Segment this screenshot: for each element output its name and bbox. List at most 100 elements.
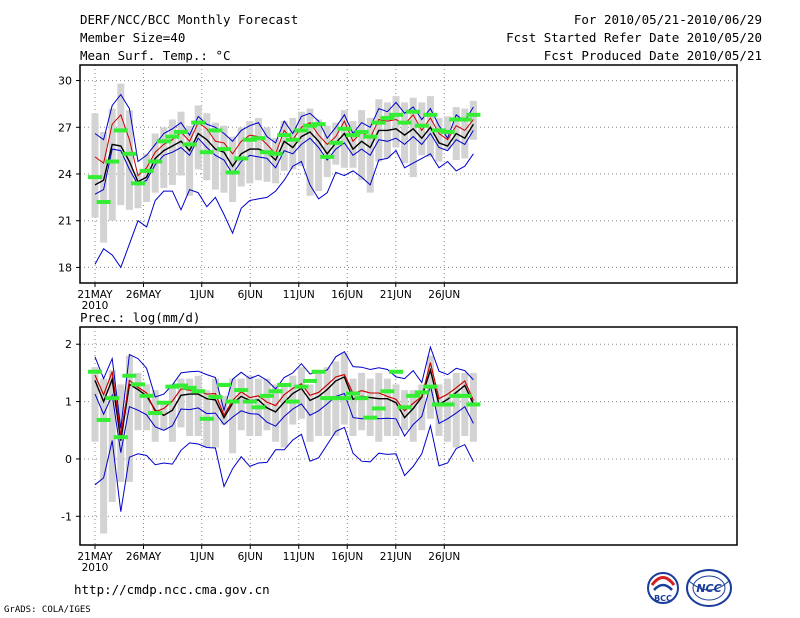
prec-forecast-marker (363, 415, 378, 420)
prec-xtick-label: 21JUN (380, 551, 412, 563)
prec-xtick-sublabel: 2010 (82, 562, 109, 574)
temp-forecast-marker (199, 150, 214, 155)
temp-range-bar (401, 102, 409, 164)
temp-xtick-label: 26JUN (428, 289, 460, 301)
prec-forecast-marker (406, 393, 421, 398)
prec-forecast-marker (88, 369, 102, 374)
temp-series-mean (94, 123, 474, 186)
prec-forecast-marker (131, 382, 145, 387)
temp-forecast-marker (191, 120, 206, 125)
prec-range-bar (143, 384, 151, 431)
temp-range-bar (186, 125, 194, 196)
temp-ytick-label: 18 (58, 261, 72, 274)
prec-forecast-marker (303, 378, 317, 383)
prec-xtick-label: 11JUN (283, 551, 315, 563)
temp-range-bar (315, 119, 323, 192)
forecast-produced-date: Fcst Produced Date 2010/05/21 (543, 48, 762, 63)
temp-range-bar (117, 83, 125, 206)
temp-range-bar (160, 127, 168, 189)
bcc-logo-text: BCC (654, 594, 672, 603)
prec-range-bar (306, 384, 314, 442)
prec-range-bar (323, 367, 331, 436)
temp-forecast-marker (423, 112, 438, 117)
temp-forecast-marker (113, 128, 128, 133)
prec-range-bar (392, 384, 400, 436)
temp-forecast-marker (260, 150, 274, 155)
temp-range-bar (229, 136, 237, 203)
temp-forecast-marker (148, 159, 163, 164)
temp-forecast-marker (285, 137, 300, 142)
prec-range-bar (297, 367, 305, 419)
prec-forecast-marker (260, 393, 274, 398)
temp-forecast-marker (371, 120, 386, 125)
prec-range-bar (358, 372, 366, 431)
prec-forecast-marker (105, 396, 120, 401)
temp-series-min (94, 149, 474, 269)
prec-range-bar (435, 384, 443, 436)
logos: BCC NCC (647, 569, 732, 607)
temp-forecast-marker (165, 134, 180, 139)
temp-forecast-marker (449, 117, 464, 122)
prec-range-bar (366, 378, 374, 436)
prec-range-bar (168, 384, 176, 442)
temp-range-bar (177, 111, 185, 176)
prec-forecast-marker (191, 389, 206, 394)
prec-forecast-marker (234, 388, 249, 393)
temp-forecast-marker (131, 181, 145, 186)
temp-forecast-marker (122, 151, 137, 156)
prec-range-bar (229, 378, 237, 454)
prec-range-bar (452, 372, 460, 448)
bcc-logo: BCC (647, 572, 679, 604)
prec-forecast-marker (156, 400, 171, 405)
prec-forecast-marker (414, 390, 429, 395)
prec-forecast-marker (251, 405, 266, 410)
temp-series-plus-spread (94, 113, 474, 177)
prec-forecast-marker (432, 402, 446, 407)
prec-forecast-marker (174, 383, 188, 388)
temp-forecast-marker (397, 120, 412, 125)
prec-xtick-label: 6JUN (238, 551, 263, 563)
member-size: Member Size=40 (80, 30, 186, 45)
prec-forecast-marker (165, 384, 180, 389)
prec-xtick-label: 26JUN (428, 551, 460, 563)
prec-range-bar (272, 384, 280, 442)
prec-range-bar (134, 372, 142, 431)
temp-range-bar (125, 110, 133, 210)
temp-forecast-marker (380, 115, 395, 120)
prec-series-min (94, 423, 474, 512)
temp-xtick-label: 6JUN (238, 289, 263, 301)
temp-ytick-label: 24 (58, 168, 72, 181)
prec-forecast-marker (354, 396, 369, 401)
prec-forecast-marker (182, 385, 197, 390)
temp-forecast-marker (440, 129, 455, 134)
temp-forecast-marker (363, 134, 378, 139)
temp-forecast-marker (96, 200, 111, 205)
temp-range-bar (358, 110, 366, 181)
temp-range-bar (461, 108, 469, 159)
temp-forecast-marker (466, 112, 481, 117)
prec-forecast-marker (328, 396, 343, 401)
prec-xtick-label: 21MAY (77, 551, 113, 563)
temp-forecast-marker (337, 126, 352, 131)
prec-ytick-label: -1 (61, 510, 72, 523)
prec-ytick-label: 1 (65, 396, 72, 409)
temp-forecast-marker (354, 129, 369, 134)
temp-range-bar (203, 113, 211, 181)
source-url[interactable]: http://cmdp.ncc.cma.gov.cn (74, 582, 270, 597)
temp-range-bar (392, 96, 400, 148)
prec-forecast-marker (268, 389, 283, 394)
prec-range-bar (469, 372, 477, 442)
prec-forecast-marker (311, 369, 326, 374)
prec-forecast-marker (371, 406, 386, 411)
temp-xtick-label: 21MAY (77, 289, 113, 301)
prec-range-bar (409, 390, 417, 442)
temp-forecast-marker (105, 159, 120, 164)
prec-forecast-marker (242, 399, 257, 404)
prec-range-bar (237, 378, 245, 431)
temp-range-bar (409, 97, 417, 178)
temp-ytick-label: 21 (58, 215, 72, 228)
prec-frame (79, 326, 738, 546)
prec-forecast-marker (449, 393, 464, 398)
temp-xtick-label: 1JUN (189, 289, 214, 301)
